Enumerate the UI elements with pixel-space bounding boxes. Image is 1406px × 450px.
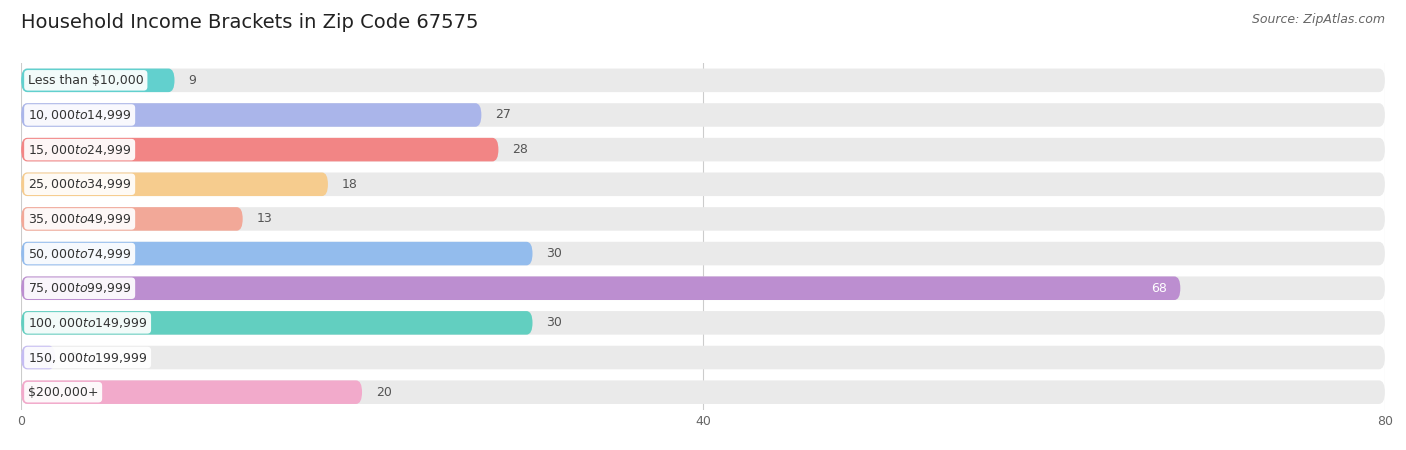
FancyBboxPatch shape <box>21 380 1385 404</box>
Text: $50,000 to $74,999: $50,000 to $74,999 <box>28 247 131 261</box>
Text: 20: 20 <box>375 386 391 399</box>
Text: $100,000 to $149,999: $100,000 to $149,999 <box>28 316 148 330</box>
Text: Source: ZipAtlas.com: Source: ZipAtlas.com <box>1251 14 1385 27</box>
Text: 18: 18 <box>342 178 357 191</box>
FancyBboxPatch shape <box>21 207 243 231</box>
FancyBboxPatch shape <box>21 207 1385 231</box>
FancyBboxPatch shape <box>21 103 481 127</box>
FancyBboxPatch shape <box>21 138 1385 162</box>
Text: $25,000 to $34,999: $25,000 to $34,999 <box>28 177 131 191</box>
FancyBboxPatch shape <box>21 242 533 266</box>
FancyBboxPatch shape <box>21 68 174 92</box>
FancyBboxPatch shape <box>21 242 1385 266</box>
Text: $200,000+: $200,000+ <box>28 386 98 399</box>
FancyBboxPatch shape <box>21 276 1385 300</box>
Text: 13: 13 <box>256 212 273 225</box>
Text: $150,000 to $199,999: $150,000 to $199,999 <box>28 351 148 364</box>
FancyBboxPatch shape <box>21 276 1181 300</box>
Text: $10,000 to $14,999: $10,000 to $14,999 <box>28 108 131 122</box>
FancyBboxPatch shape <box>21 311 1385 335</box>
Text: 28: 28 <box>512 143 527 156</box>
Text: 9: 9 <box>188 74 195 87</box>
FancyBboxPatch shape <box>21 172 328 196</box>
Text: 68: 68 <box>1152 282 1167 295</box>
FancyBboxPatch shape <box>21 311 533 335</box>
Text: $35,000 to $49,999: $35,000 to $49,999 <box>28 212 131 226</box>
Text: Household Income Brackets in Zip Code 67575: Household Income Brackets in Zip Code 67… <box>21 14 478 32</box>
FancyBboxPatch shape <box>21 103 1385 127</box>
Text: 30: 30 <box>546 316 562 329</box>
Text: 2: 2 <box>69 351 77 364</box>
Text: Less than $10,000: Less than $10,000 <box>28 74 143 87</box>
FancyBboxPatch shape <box>21 138 499 162</box>
Text: $75,000 to $99,999: $75,000 to $99,999 <box>28 281 131 295</box>
Text: 30: 30 <box>546 247 562 260</box>
FancyBboxPatch shape <box>21 346 55 369</box>
FancyBboxPatch shape <box>21 172 1385 196</box>
Text: $15,000 to $24,999: $15,000 to $24,999 <box>28 143 131 157</box>
Text: 27: 27 <box>495 108 510 122</box>
FancyBboxPatch shape <box>21 68 1385 92</box>
FancyBboxPatch shape <box>21 346 1385 369</box>
FancyBboxPatch shape <box>21 380 363 404</box>
